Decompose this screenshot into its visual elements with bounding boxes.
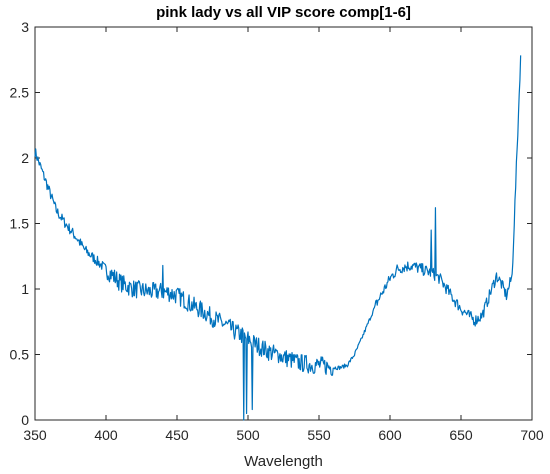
x-tick-label: 450: [165, 427, 189, 443]
plot-area: [34, 26, 533, 421]
x-tick-label: 350: [23, 427, 47, 443]
x-tick-label: 500: [236, 427, 260, 443]
y-tick-label: 2: [21, 150, 29, 166]
x-tick-label: 550: [307, 427, 331, 443]
y-tick-label: 1.5: [10, 216, 30, 232]
x-tick-label: 400: [94, 427, 118, 443]
series-line: [34, 55, 522, 421]
y-tick-label: 2.5: [10, 85, 30, 101]
y-tick-label: 3: [21, 19, 29, 35]
y-tick-label: 1: [21, 281, 29, 297]
x-tick-label: 600: [378, 427, 402, 443]
y-tick-label: 0: [21, 412, 29, 428]
x-tick-label: 650: [449, 427, 473, 443]
chart-title: pink lady vs all VIP score comp[1-6]: [156, 4, 411, 21]
x-tick-labels: 350 400 450 500 550 600 650 700: [23, 427, 544, 443]
x-axis-label: Wavelength: [244, 453, 323, 470]
y-tick-label: 0.5: [10, 347, 30, 363]
y-tick-labels: 0 0.5 1 1.5 2 2.5 3: [10, 19, 30, 428]
x-tick-label: 700: [520, 427, 544, 443]
